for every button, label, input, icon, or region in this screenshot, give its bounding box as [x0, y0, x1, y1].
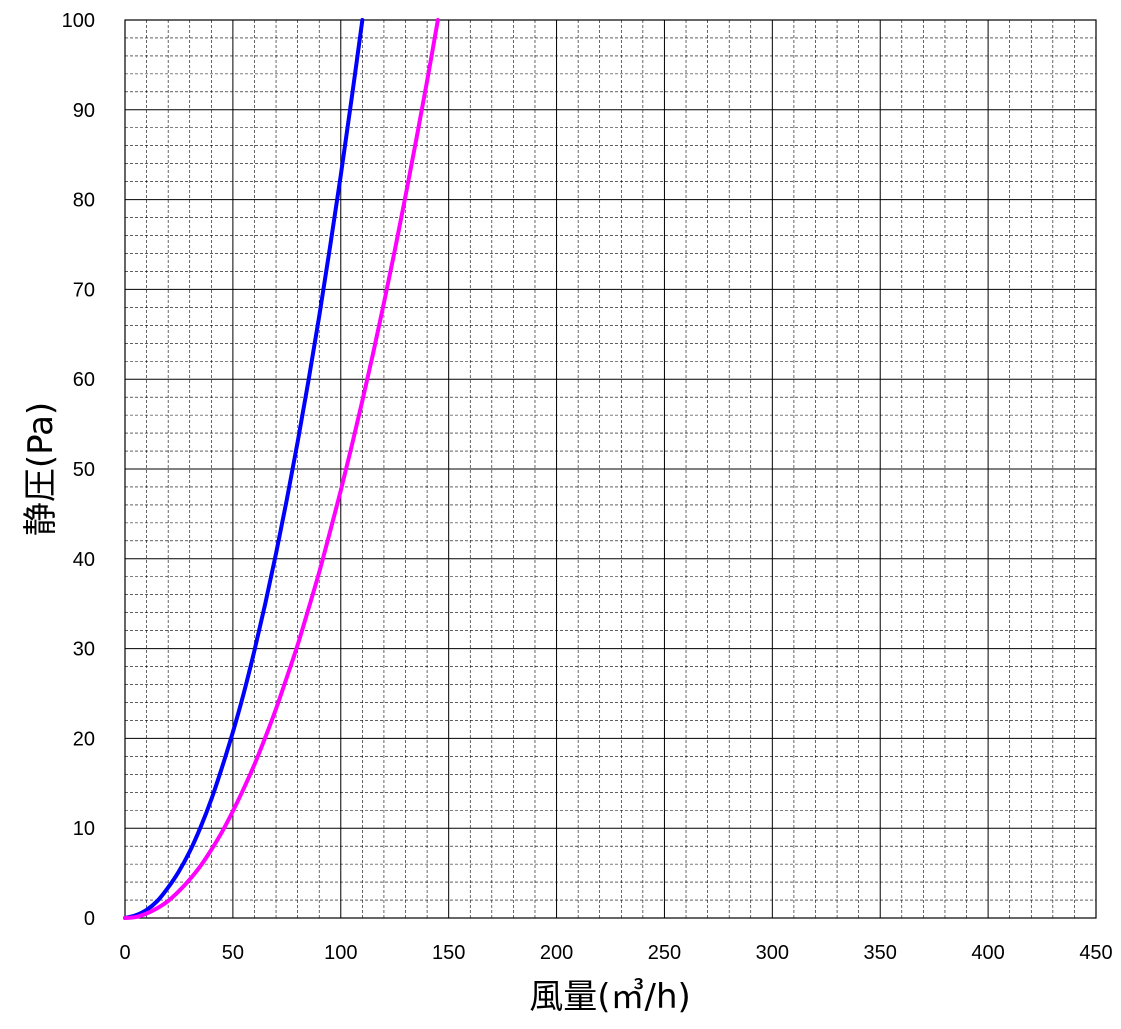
y-tick-label: 30	[73, 639, 95, 661]
x-tick-label: 250	[648, 942, 681, 964]
x-tick-label: 300	[756, 942, 789, 964]
y-tick-label: 100	[62, 10, 95, 32]
x-tick-label: 200	[540, 942, 573, 964]
y-tick-label: 60	[73, 369, 95, 391]
series-line-2	[123, 18, 440, 920]
x-axis-title: 風量(㎥/h)	[529, 977, 691, 1017]
y-tick-label: 40	[73, 549, 95, 571]
y-tick-labels: 0 10 20 30 40 50 60 70 80 90 100	[62, 10, 95, 930]
series-line-1	[123, 18, 365, 920]
y-axis-title: 静圧(Pa)	[21, 402, 61, 536]
y-tick-label: 80	[73, 190, 95, 212]
y-tick-label: 0	[84, 908, 95, 930]
x-tick-label: 400	[971, 942, 1004, 964]
plot-frame	[124, 19, 1097, 919]
y-tick-label: 70	[73, 279, 95, 301]
x-tick-label: 0	[119, 942, 130, 964]
y-tick-label: 20	[73, 728, 95, 750]
y-tick-label: 50	[73, 459, 95, 481]
x-tick-label: 50	[222, 942, 244, 964]
series-layer	[123, 18, 440, 920]
minor-grid	[125, 20, 1096, 918]
x-tick-label: 100	[324, 942, 357, 964]
x-tick-labels: 0 50 100 150 200 250 300 350 400 450	[119, 942, 1112, 964]
y-tick-label: 10	[73, 818, 95, 840]
x-tick-label: 450	[1079, 942, 1112, 964]
x-tick-label: 350	[864, 942, 897, 964]
x-tick-label: 150	[432, 942, 465, 964]
y-tick-label: 90	[73, 100, 95, 122]
